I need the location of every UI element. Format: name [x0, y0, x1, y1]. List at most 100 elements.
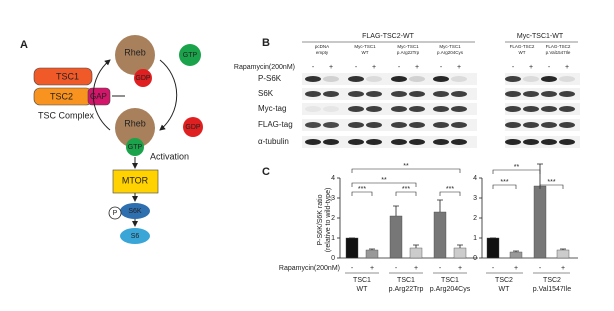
band [559, 91, 575, 97]
bar [509, 251, 523, 259]
treatment-sign: + [529, 64, 533, 71]
treatment-label: Rapamycin(200nM) [279, 265, 340, 272]
rheb [115, 108, 155, 148]
lane-label: Myc-TSC1 [439, 44, 461, 49]
lane-label: Myc-TSC1 [354, 44, 376, 49]
y-tick-label: 2 [473, 215, 477, 222]
group-label: p.Arg204Cys [430, 286, 471, 293]
band [305, 91, 321, 97]
group-label: WT [499, 286, 511, 293]
group-label: TSC1 [397, 277, 415, 284]
band [559, 122, 575, 128]
band [433, 122, 449, 128]
treatment-sign: + [457, 64, 461, 71]
tsc1-box [33, 67, 93, 86]
lane-label: Myc-TSC1 [397, 44, 419, 49]
x-tick-label: + [370, 265, 374, 272]
x-tick-label: + [414, 265, 418, 272]
treatment-sign: + [415, 64, 419, 71]
treatment-sign: - [440, 64, 443, 71]
lane-label: FLAG-TSC2 [546, 44, 571, 49]
band [451, 122, 467, 128]
band [323, 122, 339, 128]
band [305, 139, 321, 145]
error-bar [457, 244, 463, 248]
panel-label: B [262, 37, 270, 49]
blot-strip [302, 119, 477, 131]
significance-label: *** [547, 179, 555, 186]
group-label: p.Val1547Ile [533, 286, 572, 293]
significance-bracket [439, 191, 461, 196]
error-bar [413, 244, 419, 248]
band [433, 139, 449, 145]
band [391, 106, 407, 112]
x-tick-label: + [458, 265, 462, 272]
row-label: FLAG-tag [258, 120, 293, 129]
s6 [120, 228, 150, 244]
band [323, 76, 339, 82]
y-axis-label: P-S6K/S6K ratio [317, 194, 324, 245]
node-label: S6 [131, 233, 140, 240]
y-axis-label: (relative to wild-type) [325, 188, 332, 253]
treatment-sign: - [312, 64, 315, 71]
band [409, 91, 425, 97]
band [433, 76, 449, 82]
row-label: Myc-tag [258, 104, 286, 113]
band [451, 106, 467, 112]
error-bar [369, 248, 375, 250]
band [559, 106, 575, 112]
band [409, 139, 425, 145]
x-tick-label: - [395, 265, 398, 272]
band [391, 91, 407, 97]
significance-label: ** [381, 177, 387, 184]
significance-bracket [492, 184, 517, 189]
band [541, 76, 557, 82]
band [366, 122, 382, 128]
bar [486, 237, 500, 259]
group-label: FLAG-TSC2-WT [362, 33, 414, 40]
y-tick-label: 4 [473, 175, 477, 182]
rheb [115, 35, 155, 75]
band [523, 91, 539, 97]
blot-strip [302, 136, 477, 148]
node-label: S6K [128, 208, 142, 215]
lane-label: p.Arg204Cys [437, 50, 464, 55]
error-bar [513, 250, 519, 252]
band [305, 76, 321, 82]
band [305, 106, 321, 112]
band [348, 106, 364, 112]
treatment-sign: - [512, 64, 515, 71]
band [391, 76, 407, 82]
node-label: Rheb [124, 47, 146, 57]
node-label: TSC1 [56, 71, 79, 81]
significance-label: ** [514, 164, 520, 171]
y-tick-label: 3 [331, 195, 335, 202]
band [523, 122, 539, 128]
band [409, 106, 425, 112]
node-label: GDP [135, 75, 151, 82]
band [433, 91, 449, 97]
group-label: TSC1 [441, 277, 459, 284]
significance-label: ** [403, 163, 409, 170]
band [348, 91, 364, 97]
treatment-sign: + [329, 64, 333, 71]
x-tick-label: - [492, 265, 495, 272]
bar [409, 247, 423, 259]
panel-label: C [262, 166, 270, 178]
significance-bracket [492, 169, 541, 174]
significance-bracket [351, 168, 461, 173]
band [541, 122, 557, 128]
lane-label: p.Val1547Ile [546, 50, 571, 55]
significance-label: *** [500, 179, 508, 186]
gdp [183, 117, 203, 137]
y-tick-label: 3 [473, 195, 477, 202]
y-tick-label: 0 [473, 255, 477, 262]
lane-label: WT [519, 50, 526, 55]
group-label: WT [357, 286, 369, 293]
band [523, 76, 539, 82]
cycle-arrow [159, 59, 178, 131]
band [451, 139, 467, 145]
band [505, 106, 521, 112]
band [366, 106, 382, 112]
